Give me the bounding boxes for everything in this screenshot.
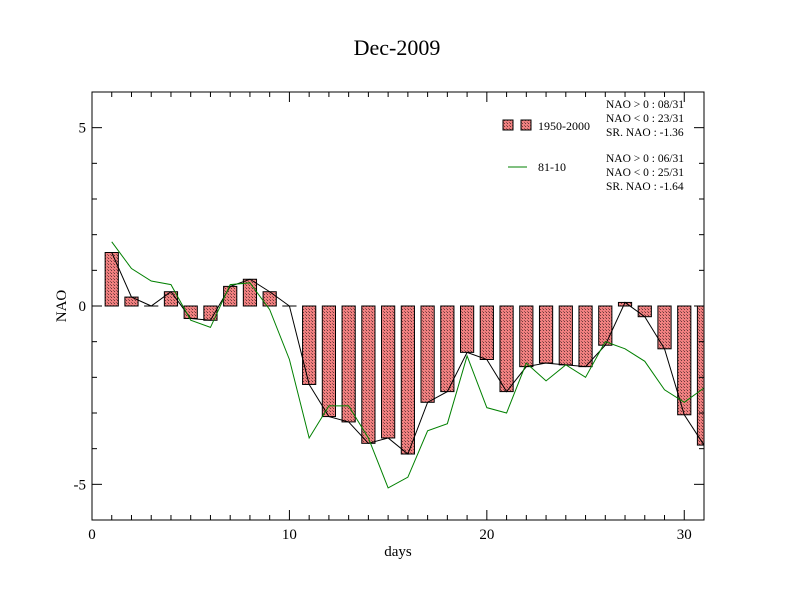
x-axis: 0 10 20 30 xyxy=(88,92,705,543)
legend-label-line: 81-10 xyxy=(538,160,566,174)
bar-day-13 xyxy=(341,305,356,423)
bar-day-28 xyxy=(637,305,652,318)
stat-text: NAO < 0 : 23/31 xyxy=(606,113,684,125)
bar-day-20 xyxy=(479,305,494,360)
bar-day-18 xyxy=(440,305,455,393)
bar-day-14 xyxy=(361,305,376,444)
x-axis-label: days xyxy=(384,544,412,560)
bar-day-16 xyxy=(400,305,415,455)
chart-title: Dec-2009 xyxy=(354,35,441,60)
bar-day-23 xyxy=(538,305,554,364)
x-tick-label: 20 xyxy=(479,527,494,543)
stat-text: SR. NAO : -1.64 xyxy=(606,181,684,193)
x-tick-label: 10 xyxy=(282,527,297,543)
y-tick-label: 5 xyxy=(79,121,87,137)
bar-day-1 xyxy=(104,252,119,307)
bar-day-19 xyxy=(459,305,475,353)
bar-day-21 xyxy=(499,305,514,393)
legend-label-bar: 1950-2000 xyxy=(538,119,590,133)
bar-day-25 xyxy=(578,305,593,368)
bar-day-22 xyxy=(519,305,534,368)
bar-day-31 xyxy=(696,305,704,446)
x-tick-label: 0 xyxy=(88,527,96,543)
legend-swatch-bar xyxy=(520,119,532,131)
line-series-81-10 xyxy=(111,241,704,489)
bar-day-2 xyxy=(124,296,139,307)
y-tick-label: 0 xyxy=(79,299,87,315)
bar-day-7 xyxy=(223,285,238,307)
stat-text: SR. NAO : -1.36 xyxy=(606,127,684,139)
bar-day-26 xyxy=(598,305,613,346)
y-axis-label: NAO xyxy=(54,290,70,323)
bar-day-12 xyxy=(321,305,337,418)
bar-day-24 xyxy=(558,305,573,366)
x-tick-label: 30 xyxy=(677,527,692,543)
y-tick-label: -5 xyxy=(74,477,87,493)
bar-day-17 xyxy=(420,305,435,403)
stat-text: NAO > 0 : 08/31 xyxy=(606,99,684,111)
stat-text: NAO > 0 : 06/31 xyxy=(606,153,684,165)
y-axis: -5 0 5 xyxy=(74,91,704,521)
legend: 1950-2000 81-10 NAO > 0 : 08/31 NAO < 0 : 2… xyxy=(502,99,684,193)
bar-day-29 xyxy=(657,305,672,350)
plot-area xyxy=(104,241,704,489)
bar-series-line xyxy=(111,252,704,455)
bar-day-15 xyxy=(381,305,396,439)
bar-day-11 xyxy=(302,305,317,385)
stat-text: NAO < 0 : 25/31 xyxy=(606,167,684,179)
legend-swatch-bar xyxy=(502,119,514,131)
